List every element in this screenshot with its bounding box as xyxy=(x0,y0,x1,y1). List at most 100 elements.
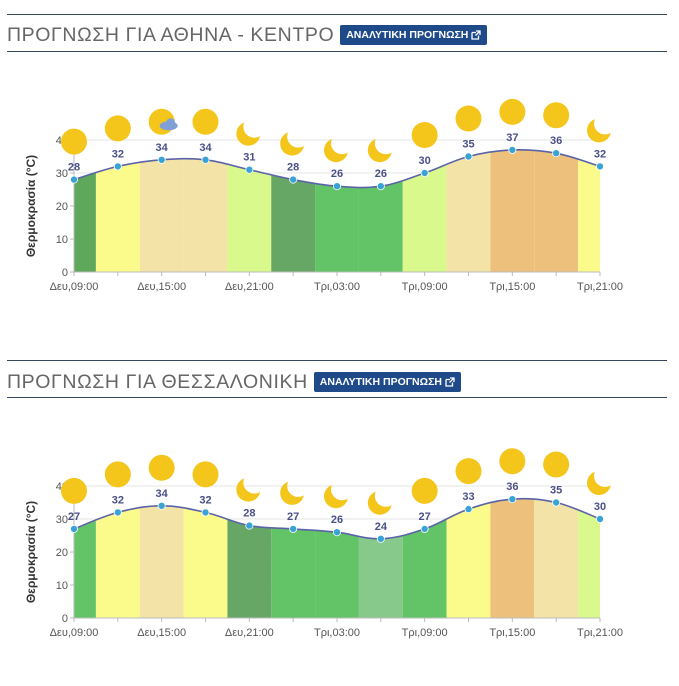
data-label: 28 xyxy=(287,162,299,174)
data-point xyxy=(332,528,341,537)
temperature-band xyxy=(490,149,535,272)
sun-icon xyxy=(61,128,87,155)
data-point xyxy=(552,498,561,507)
data-point xyxy=(420,524,429,533)
data-label: 31 xyxy=(243,152,255,164)
section-bottom-rule xyxy=(7,397,667,398)
data-label: 35 xyxy=(462,139,474,151)
section-header: ΠΡΟΓΝΩΣΗ ΓΙΑ ΑΘΗΝΑ - ΚΕΝΤΡΟ ΑΝΑΛΥΤΙΚΗ ΠΡ… xyxy=(7,21,667,49)
section-top-rule xyxy=(7,14,667,15)
data-point xyxy=(113,162,122,171)
sun-icon xyxy=(499,98,526,125)
data-label: 34 xyxy=(156,488,169,500)
temperature-band xyxy=(534,498,579,618)
detailed-forecast-button[interactable]: ΑΝΑΛΥΤΙΚΗ ΠΡΟΓΝΩΣΗ xyxy=(313,372,461,392)
detailed-forecast-button-label: ΑΝΑΛΥΤΙΚΗ ΠΡΟΓΝΩΣΗ xyxy=(319,376,442,388)
data-point xyxy=(70,524,79,533)
data-point xyxy=(420,169,429,178)
data-label: 32 xyxy=(594,148,606,160)
data-point xyxy=(376,534,385,543)
data-label: 36 xyxy=(506,481,518,493)
sun-icon xyxy=(411,122,438,148)
data-point xyxy=(245,521,254,530)
data-point xyxy=(289,524,298,533)
data-point xyxy=(245,165,254,174)
sun-icon xyxy=(148,454,175,481)
y-tick-label: 0 xyxy=(62,267,68,279)
temperature-chart-athens: Θερμοκρασία (°C)010203040Δευ,09:00Δευ,15… xyxy=(24,98,623,293)
data-point xyxy=(332,182,341,191)
y-axis-label: Θερμοκρασία (°C) xyxy=(24,501,38,603)
temperature-chart-thessaloniki: Θερμοκρασία (°C)010203040Δευ,09:00Δευ,15… xyxy=(24,448,623,639)
moon-icon xyxy=(587,118,611,143)
data-point xyxy=(508,145,517,154)
x-tick-label: Τρι,15:00 xyxy=(489,627,535,639)
detailed-forecast-button-label: ΑΝΑΛΥΤΙΚΗ ΠΡΟΓΝΩΣΗ xyxy=(346,29,469,41)
y-tick-label: 30 xyxy=(56,514,68,526)
moon-icon xyxy=(587,471,611,495)
x-tick-label: Δευ,15:00 xyxy=(137,627,186,639)
data-label: 27 xyxy=(287,511,299,523)
sun-icon xyxy=(192,461,219,488)
sun-icon xyxy=(104,115,131,142)
moon-icon xyxy=(367,490,392,515)
moon-icon xyxy=(280,131,305,156)
moon-icon xyxy=(324,138,348,163)
x-tick-label: Δευ,15:00 xyxy=(137,281,186,293)
data-label: 34 xyxy=(199,142,212,154)
y-axis-label: Θερμοκρασία (°C) xyxy=(24,155,38,257)
moon-icon xyxy=(236,477,261,502)
data-point xyxy=(508,495,517,504)
x-tick-label: Δευ,09:00 xyxy=(50,281,99,293)
temperature-band xyxy=(183,498,228,618)
data-point xyxy=(552,149,561,158)
temperature-band xyxy=(534,149,579,272)
data-label: 32 xyxy=(112,494,124,506)
temperature-bands xyxy=(74,149,600,272)
y-tick-label: 20 xyxy=(56,201,68,213)
sun-icon xyxy=(543,102,570,129)
y-tick-label: 0 xyxy=(62,613,68,625)
moon-icon xyxy=(280,480,305,505)
data-point xyxy=(289,175,298,184)
temperature-band xyxy=(446,498,491,618)
data-label: 35 xyxy=(550,485,562,497)
section-title: ΠΡΟΓΝΩΣΗ ΓΙΑ ΑΘΗΝΑ - ΚΕΝΤΡΟ xyxy=(7,23,335,46)
detailed-forecast-button[interactable]: ΑΝΑΛΥΤΙΚΗ ΠΡΟΓΝΩΣΗ xyxy=(340,25,488,45)
x-tick-label: Τρι,21:00 xyxy=(577,627,623,639)
sun-icon xyxy=(104,461,131,488)
data-point xyxy=(464,152,473,161)
y-tick-label: 20 xyxy=(56,547,68,559)
temperature-band xyxy=(446,149,491,272)
data-point xyxy=(201,155,210,164)
x-tick-label: Τρι,03:00 xyxy=(314,281,360,293)
data-label: 37 xyxy=(506,132,518,144)
data-label: 30 xyxy=(419,155,431,167)
sun-icon xyxy=(455,458,482,485)
section-top-rule xyxy=(7,360,667,361)
data-label: 26 xyxy=(331,514,343,526)
data-label: 36 xyxy=(550,135,562,147)
temperature-band xyxy=(95,498,140,618)
data-label: 30 xyxy=(594,501,606,513)
data-label: 27 xyxy=(419,511,431,523)
temperature-band xyxy=(74,149,96,272)
section-bottom-rule xyxy=(7,51,667,52)
data-label: 33 xyxy=(462,491,474,503)
temperature-band xyxy=(578,498,600,618)
data-label: 24 xyxy=(375,521,388,533)
x-tick-label: Τρι,21:00 xyxy=(577,281,623,293)
x-tick-label: Δευ,21:00 xyxy=(225,281,274,293)
data-point xyxy=(596,162,605,171)
data-label: 34 xyxy=(156,142,169,154)
sun-icon xyxy=(543,451,570,478)
sun-icon xyxy=(61,477,87,504)
data-label: 28 xyxy=(68,162,80,174)
data-point xyxy=(201,508,210,517)
external-link-icon xyxy=(445,377,455,387)
data-point xyxy=(157,501,166,510)
moon-icon xyxy=(324,484,348,509)
temperature-band xyxy=(95,149,140,272)
section-header: ΠΡΟΓΝΩΣΗ ΓΙΑ ΘΕΣΣΑΛΟΝΙΚΗ ΑΝΑΛΥΤΙΚΗ ΠΡΟΓΝ… xyxy=(7,368,667,396)
sun-icon xyxy=(192,108,219,135)
